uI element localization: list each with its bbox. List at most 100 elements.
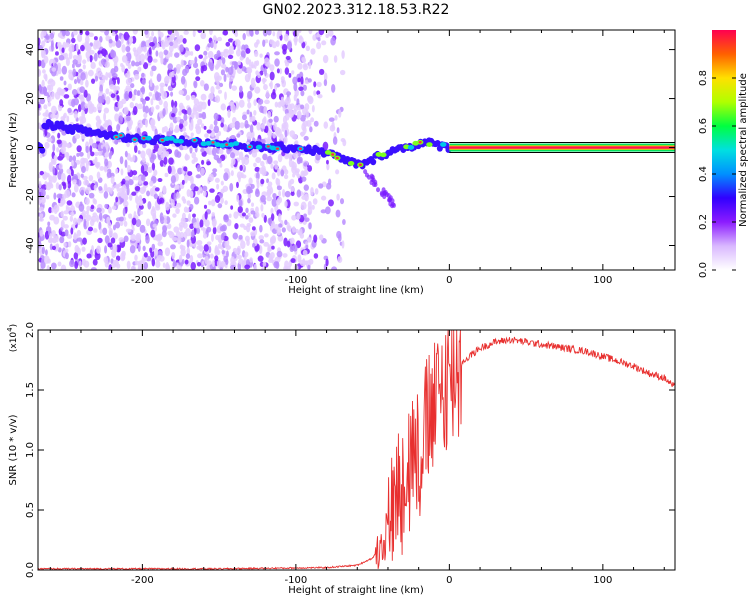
noise-speckle bbox=[213, 119, 218, 126]
noise-speckle bbox=[126, 186, 130, 196]
noise-speckle bbox=[187, 171, 193, 176]
noise-speckle bbox=[323, 72, 328, 82]
ridge-peak bbox=[266, 145, 270, 148]
noise-speckle bbox=[125, 45, 131, 53]
noise-speckle bbox=[200, 226, 205, 231]
noise-speckle bbox=[291, 70, 295, 75]
noise-speckle bbox=[179, 183, 185, 190]
noise-speckle bbox=[60, 264, 67, 270]
noise-speckle bbox=[258, 235, 265, 240]
noise-speckle bbox=[266, 30, 272, 36]
noise-speckle bbox=[174, 100, 178, 108]
noise-speckle bbox=[120, 34, 124, 44]
noise-speckle bbox=[65, 42, 70, 48]
noise-speckle bbox=[182, 198, 187, 204]
noise-speckle bbox=[276, 250, 283, 258]
noise-speckle bbox=[248, 217, 254, 223]
noise-speckle bbox=[149, 70, 154, 77]
noise-speckle bbox=[281, 124, 285, 132]
noise-speckle bbox=[71, 63, 75, 69]
noise-speckle bbox=[214, 255, 219, 261]
noise-speckle bbox=[266, 129, 273, 137]
noise-speckle bbox=[74, 244, 80, 253]
noise-speckle bbox=[260, 160, 265, 167]
noise-speckle bbox=[134, 144, 138, 154]
noise-speckle bbox=[85, 161, 91, 166]
noise-speckle bbox=[111, 205, 117, 210]
noise-speckle bbox=[202, 190, 207, 197]
noise-speckle bbox=[289, 130, 296, 138]
noise-speckle bbox=[260, 178, 265, 185]
noise-speckle bbox=[228, 213, 232, 218]
ridge-peak bbox=[331, 153, 335, 156]
noise-speckle bbox=[51, 245, 57, 251]
noise-speckle bbox=[244, 123, 250, 128]
noise-speckle bbox=[141, 72, 145, 78]
noise-speckle bbox=[273, 160, 279, 165]
noise-speckle bbox=[297, 156, 303, 162]
noise-speckle bbox=[106, 216, 111, 224]
ridge-point bbox=[39, 147, 46, 154]
noise-speckle bbox=[51, 105, 57, 115]
noise-speckle bbox=[224, 168, 230, 173]
noise-speckle bbox=[150, 222, 154, 229]
noise-speckle bbox=[238, 99, 245, 108]
spectrogram-y-label: Frequency (Hz) bbox=[8, 112, 19, 188]
noise-speckle bbox=[80, 44, 85, 52]
noise-speckle bbox=[195, 76, 201, 82]
noise-speckle bbox=[234, 223, 239, 230]
noise-speckle bbox=[148, 92, 153, 97]
spectrogram-y-ticks: -40 -20 0 20 40 bbox=[25, 43, 675, 254]
colorbar-tick-label: 0.2 bbox=[698, 214, 709, 230]
noise-speckle bbox=[293, 82, 298, 92]
noise-speckle bbox=[143, 112, 148, 119]
noise-speckle bbox=[104, 119, 109, 128]
ridge-peak bbox=[211, 141, 215, 144]
noise-speckle bbox=[295, 228, 299, 234]
noise-speckle bbox=[115, 196, 119, 203]
noise-speckle bbox=[38, 122, 41, 129]
noise-speckle bbox=[192, 107, 197, 115]
noise-speckle bbox=[69, 259, 75, 268]
noise-speckle bbox=[227, 54, 234, 59]
noise-speckle bbox=[134, 73, 140, 80]
noise-speckle bbox=[211, 212, 215, 217]
noise-speckle bbox=[39, 97, 46, 105]
noise-speckle bbox=[277, 101, 282, 108]
noise-speckle bbox=[331, 121, 335, 130]
noise-speckle bbox=[53, 154, 58, 162]
noise-speckle bbox=[68, 51, 73, 60]
ridge-point bbox=[347, 161, 355, 166]
noise-speckle bbox=[251, 61, 254, 68]
noise-speckle bbox=[92, 106, 97, 113]
noise-speckle bbox=[57, 155, 64, 161]
noise-speckle bbox=[120, 197, 125, 203]
noise-speckle bbox=[200, 80, 205, 87]
noise-speckle bbox=[69, 46, 73, 54]
noise-speckle bbox=[187, 107, 192, 116]
ridge-peak bbox=[335, 156, 339, 160]
noise-speckle bbox=[180, 248, 186, 257]
y-tick-label: 0.0 bbox=[25, 562, 36, 578]
noise-speckle bbox=[297, 231, 302, 236]
noise-speckle bbox=[259, 167, 266, 175]
noise-speckle bbox=[214, 76, 219, 83]
noise-speckle bbox=[120, 168, 124, 176]
noise-speckle bbox=[262, 153, 268, 161]
noise-speckle bbox=[80, 72, 86, 81]
noise-speckle bbox=[241, 212, 247, 217]
noise-speckle bbox=[170, 175, 176, 184]
noise-speckle bbox=[217, 203, 223, 209]
noise-speckle bbox=[66, 152, 70, 161]
noise-speckle bbox=[250, 210, 256, 215]
noise-speckle bbox=[234, 250, 239, 255]
noise-speckle bbox=[125, 85, 131, 91]
noise-speckle bbox=[266, 155, 273, 165]
noise-speckle bbox=[67, 174, 72, 184]
noise-speckle bbox=[80, 189, 85, 196]
noise-speckle bbox=[305, 244, 309, 250]
noise-speckle bbox=[338, 109, 342, 118]
noise-speckle bbox=[78, 203, 85, 212]
noise-speckle bbox=[149, 247, 153, 253]
noise-speckle bbox=[253, 99, 257, 107]
